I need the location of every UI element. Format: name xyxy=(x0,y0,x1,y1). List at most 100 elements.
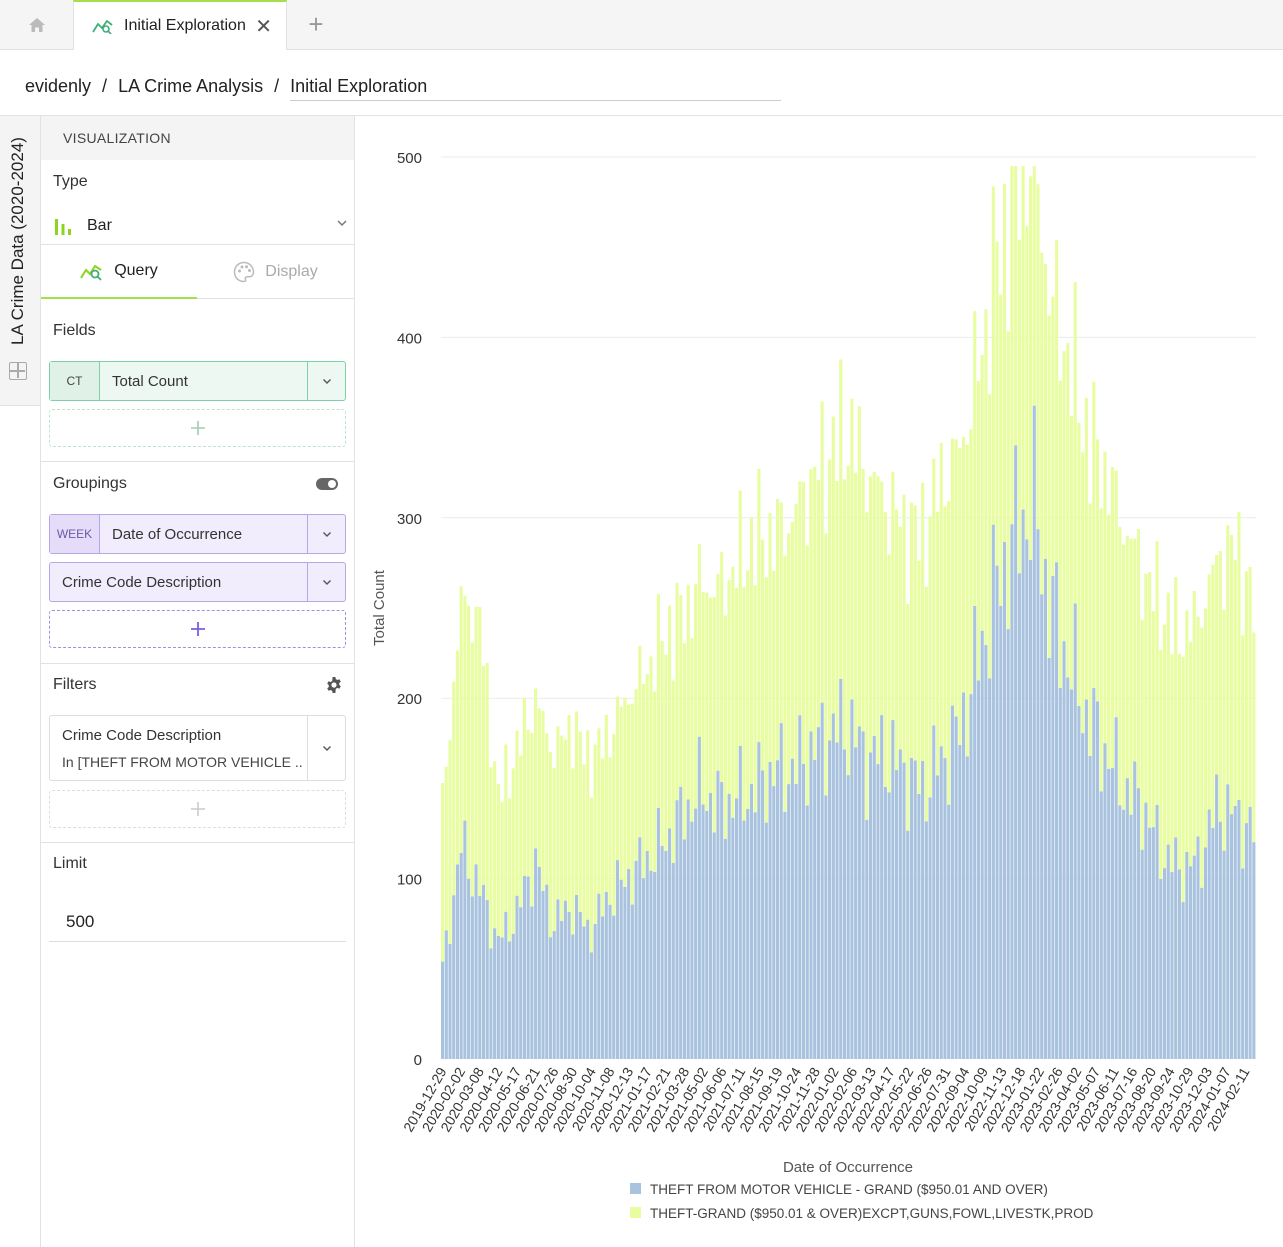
breadcrumb-separator: / xyxy=(102,75,108,96)
bar-series-2 xyxy=(504,744,508,912)
bar-series-2 xyxy=(1189,642,1193,867)
bar-series-1 xyxy=(1122,809,1126,1059)
bar-series-1 xyxy=(623,886,627,1059)
bar-series-2 xyxy=(805,545,809,806)
bar-series-2 xyxy=(790,521,794,759)
tab-query[interactable]: Query xyxy=(41,245,197,299)
add-grouping-button[interactable] xyxy=(49,610,346,648)
bar-series-1 xyxy=(489,948,493,1059)
bar-series-2 xyxy=(1133,538,1137,762)
grouping-interval-tag[interactable]: WEEK xyxy=(50,515,100,553)
limit-input[interactable]: 500 xyxy=(49,902,346,942)
grouping-menu-button[interactable] xyxy=(307,515,345,553)
bar-series-2 xyxy=(574,711,579,895)
groupings-toggle[interactable] xyxy=(316,478,338,490)
bar-series-2 xyxy=(593,744,597,924)
bar-series-1 xyxy=(571,934,575,1059)
bar-series-2 xyxy=(1200,627,1204,888)
bar-series-1 xyxy=(1028,559,1033,1059)
bar-series-2 xyxy=(906,604,910,831)
bar-series-1 xyxy=(511,933,515,1059)
bar-series-2 xyxy=(519,755,523,908)
filter-menu-button[interactable] xyxy=(307,716,345,780)
bar-series-2 xyxy=(1185,610,1189,852)
bar-series-2 xyxy=(943,506,947,759)
y-tick-label: 400 xyxy=(397,330,422,347)
bar-series-1 xyxy=(630,904,634,1059)
y-tick-label: 0 xyxy=(414,1052,422,1069)
grouping-pill-crime-code[interactable]: Crime Code Description xyxy=(49,562,346,602)
bar-series-1 xyxy=(671,863,675,1059)
gear-icon[interactable] xyxy=(325,676,343,694)
bar-series-1 xyxy=(1084,699,1088,1059)
bar-series-2 xyxy=(850,398,854,700)
bar-series-2 xyxy=(1203,608,1208,848)
bar-series-2 xyxy=(578,731,582,912)
bar-series-2 xyxy=(954,439,958,717)
filter-crime-code[interactable]: Crime Code Description In [THEFT FROM MO… xyxy=(49,715,346,781)
add-field-button[interactable] xyxy=(49,409,346,447)
bar-series-1 xyxy=(928,797,932,1059)
add-filter-button[interactable] xyxy=(49,790,346,828)
divider xyxy=(41,244,354,245)
bar-series-2 xyxy=(1055,239,1059,563)
bar-series-1 xyxy=(976,680,981,1059)
dataset-grid-icon[interactable] xyxy=(9,362,27,380)
dataset-name[interactable]: LA Crime Data (2020-2024) xyxy=(8,137,27,345)
bar-series-1 xyxy=(441,961,445,1059)
y-axis-title: Total Count xyxy=(371,569,388,646)
tab-display[interactable]: Display xyxy=(197,245,354,299)
bar-series-2 xyxy=(586,730,590,920)
bar-series-1 xyxy=(891,720,895,1059)
bar-series-2 xyxy=(865,512,869,821)
bar-series-1 xyxy=(1092,687,1096,1059)
bar-series-2 xyxy=(895,509,899,771)
breadcrumb-project[interactable]: LA Crime Analysis xyxy=(118,75,264,96)
bar-series-2 xyxy=(768,512,772,762)
bar-series-1 xyxy=(627,868,631,1059)
field-pill-total-count[interactable]: CT Total Count xyxy=(49,361,346,401)
bar-series-2 xyxy=(909,502,914,758)
bar-series-2 xyxy=(1144,573,1148,803)
bar-series-2 xyxy=(541,710,545,891)
bar-series-2 xyxy=(1192,591,1196,856)
bar-series-2 xyxy=(738,490,742,746)
bar-series-1 xyxy=(1151,827,1155,1059)
dataset-rail[interactable]: LA Crime Data (2020-2024) xyxy=(0,116,41,406)
tab-initial-exploration[interactable]: Initial Exploration ✕ xyxy=(73,0,287,50)
bar-series-1 xyxy=(1229,814,1234,1059)
field-menu-button[interactable] xyxy=(307,362,345,400)
breadcrumb-org[interactable]: evidenly xyxy=(25,75,92,96)
bar-series-1 xyxy=(731,817,735,1059)
bar-series-1 xyxy=(1002,541,1007,1059)
bar-series-2 xyxy=(1229,534,1234,815)
bar-series-1 xyxy=(697,736,701,1059)
bar-series-1 xyxy=(809,731,813,1059)
bar-series-1 xyxy=(950,705,954,1059)
close-tab-icon[interactable]: ✕ xyxy=(255,16,272,38)
bar-series-1 xyxy=(1136,788,1141,1059)
bar-series-1 xyxy=(470,896,474,1059)
grouping-menu-button[interactable] xyxy=(307,563,345,601)
bar-series-2 xyxy=(969,429,973,695)
bar-series-1 xyxy=(653,871,657,1059)
bar-series-2 xyxy=(947,501,951,805)
home-tab[interactable] xyxy=(0,0,73,49)
bar-series-2 xyxy=(1233,559,1237,806)
bar-series-1 xyxy=(1181,902,1185,1059)
bar-series-2 xyxy=(988,394,992,679)
bar-series-1 xyxy=(1196,836,1200,1059)
page-title-input[interactable]: Initial Exploration xyxy=(290,76,782,101)
bar-series-2 xyxy=(537,708,541,867)
bar-series-1 xyxy=(1110,768,1114,1059)
bar-series-2 xyxy=(831,416,835,714)
bar-series-1 xyxy=(682,839,687,1059)
bar-series-1 xyxy=(973,605,977,1059)
bar-series-2 xyxy=(675,582,679,801)
bar-series-2 xyxy=(452,681,456,896)
add-tab-button[interactable]: + xyxy=(308,9,324,39)
grouping-pill-date[interactable]: WEEK Date of Occurrence xyxy=(49,514,346,554)
bar-series-1 xyxy=(958,745,962,1059)
bar-series-2 xyxy=(623,697,627,887)
type-select[interactable]: Bar xyxy=(53,211,353,241)
